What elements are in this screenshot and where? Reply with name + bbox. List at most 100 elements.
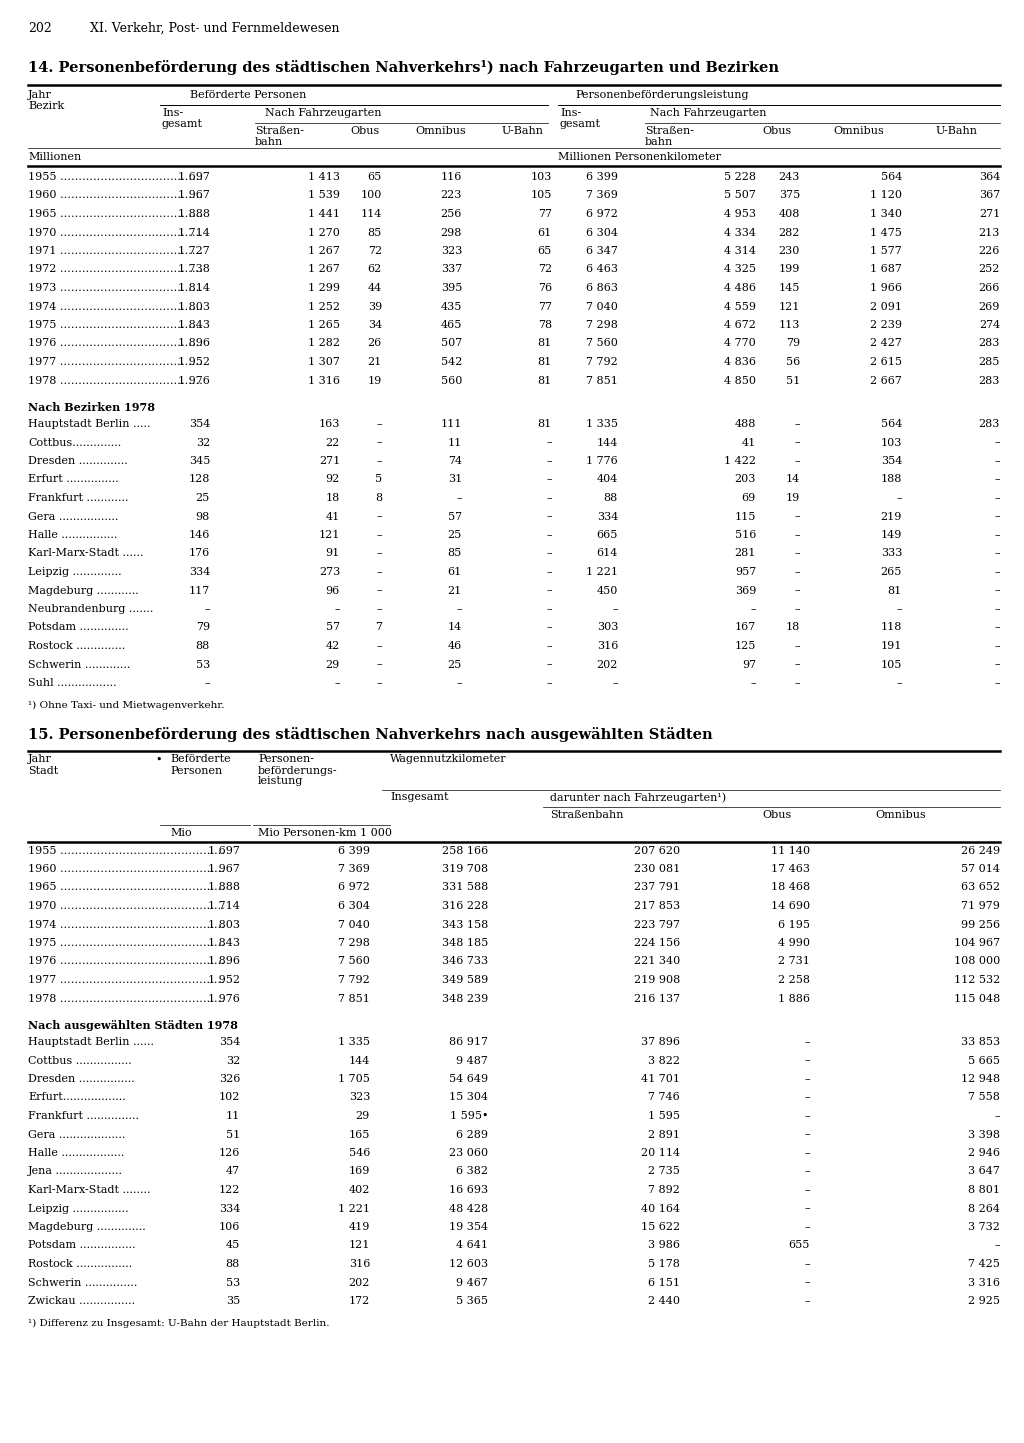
Text: 1975 ………………………………………: 1975 ……………………………………… [28, 938, 225, 948]
Text: gesamt: gesamt [560, 118, 601, 128]
Text: –: – [795, 418, 800, 429]
Text: 564: 564 [881, 172, 902, 182]
Text: 1 539: 1 539 [308, 190, 340, 201]
Text: 3 732: 3 732 [968, 1222, 1000, 1232]
Text: Personenbeförderungsleistung: Personenbeförderungsleistung [575, 89, 749, 100]
Text: 14 690: 14 690 [771, 900, 810, 911]
Text: –: – [377, 418, 382, 429]
Text: 1 221: 1 221 [338, 1203, 370, 1214]
Text: 51: 51 [785, 375, 800, 385]
Text: Zwickau ................: Zwickau ................ [28, 1296, 135, 1306]
Text: 4 836: 4 836 [724, 356, 756, 367]
Text: –: – [547, 678, 552, 688]
Text: –: – [805, 1055, 810, 1065]
Text: 419: 419 [348, 1222, 370, 1232]
Text: Omnibus: Omnibus [833, 126, 884, 136]
Text: 237 791: 237 791 [634, 883, 680, 893]
Text: 333: 333 [881, 548, 902, 558]
Text: Gera ...................: Gera ................... [28, 1130, 125, 1140]
Text: –: – [896, 605, 902, 615]
Text: 191: 191 [881, 641, 902, 651]
Text: 331 588: 331 588 [441, 883, 488, 893]
Text: –: – [547, 586, 552, 596]
Text: beförderungs-: beförderungs- [258, 765, 338, 775]
Text: 57: 57 [326, 622, 340, 632]
Text: 1 714: 1 714 [178, 228, 210, 238]
Text: 81: 81 [538, 356, 552, 367]
Text: Magdeburg ..............: Magdeburg .............. [28, 1222, 145, 1232]
Text: 323: 323 [348, 1092, 370, 1102]
Text: –: – [751, 605, 756, 615]
Text: Nach Fahrzeugarten: Nach Fahrzeugarten [650, 108, 767, 118]
Text: 1977 …………………………………: 1977 ………………………………… [28, 356, 203, 367]
Text: 1 265: 1 265 [308, 320, 340, 330]
Text: 337: 337 [440, 264, 462, 274]
Text: 1 776: 1 776 [587, 456, 618, 466]
Text: Personen: Personen [170, 765, 222, 775]
Text: 8 801: 8 801 [968, 1185, 1000, 1195]
Text: Erfurt ...............: Erfurt ............... [28, 475, 119, 485]
Text: 2 239: 2 239 [870, 320, 902, 330]
Text: 252: 252 [979, 264, 1000, 274]
Text: –: – [805, 1166, 810, 1176]
Text: 6 972: 6 972 [586, 209, 618, 219]
Text: 1955 …………………………………: 1955 ………………………………… [28, 172, 203, 182]
Text: 4 325: 4 325 [724, 264, 756, 274]
Text: 323: 323 [440, 245, 462, 255]
Text: 57 014: 57 014 [961, 864, 1000, 874]
Text: 126: 126 [219, 1149, 240, 1157]
Text: –: – [612, 678, 618, 688]
Text: 1 687: 1 687 [870, 264, 902, 274]
Text: 465: 465 [440, 320, 462, 330]
Text: leistung: leistung [258, 776, 303, 786]
Text: 6 399: 6 399 [338, 846, 370, 856]
Text: –: – [805, 1222, 810, 1232]
Text: 32: 32 [196, 437, 210, 447]
Text: –: – [805, 1258, 810, 1268]
Text: 202: 202 [28, 22, 52, 35]
Text: XI. Verkehr, Post- und Fernmeldewesen: XI. Verkehr, Post- und Fernmeldewesen [90, 22, 340, 35]
Text: 269: 269 [979, 302, 1000, 312]
Text: 85: 85 [368, 228, 382, 238]
Text: –: – [205, 605, 210, 615]
Text: Karl-Marx-Stadt ......: Karl-Marx-Stadt ...... [28, 548, 143, 558]
Text: 121: 121 [778, 302, 800, 312]
Text: 1971 …………………………………: 1971 ………………………………… [28, 245, 203, 255]
Text: 1970 ………………………………………: 1970 ……………………………………… [28, 900, 225, 911]
Text: –: – [751, 678, 756, 688]
Text: 39: 39 [368, 302, 382, 312]
Text: –: – [377, 530, 382, 540]
Text: Potsdam ................: Potsdam ................ [28, 1241, 135, 1251]
Text: 169: 169 [348, 1166, 370, 1176]
Text: 1960 …………………………………: 1960 ………………………………… [28, 190, 203, 201]
Text: 665: 665 [597, 530, 618, 540]
Text: 224 156: 224 156 [634, 938, 680, 948]
Text: Nach Bezirken 1978: Nach Bezirken 1978 [28, 403, 155, 413]
Text: 17 463: 17 463 [771, 864, 810, 874]
Text: 1 595: 1 595 [648, 1111, 680, 1121]
Text: 334: 334 [188, 567, 210, 577]
Text: 217 853: 217 853 [634, 900, 680, 911]
Text: 81: 81 [538, 339, 552, 349]
Text: 230 081: 230 081 [634, 864, 680, 874]
Text: 303: 303 [597, 622, 618, 632]
Text: 223: 223 [440, 190, 462, 201]
Text: •: • [155, 755, 162, 765]
Text: 402: 402 [348, 1185, 370, 1195]
Text: 29: 29 [326, 659, 340, 670]
Text: 19: 19 [368, 375, 382, 385]
Text: 655: 655 [788, 1241, 810, 1251]
Text: Leipzig ................: Leipzig ................ [28, 1203, 129, 1214]
Text: 6 382: 6 382 [456, 1166, 488, 1176]
Text: –: – [795, 586, 800, 596]
Text: 29: 29 [355, 1111, 370, 1121]
Text: 4 990: 4 990 [778, 938, 810, 948]
Text: –: – [795, 548, 800, 558]
Text: –: – [547, 456, 552, 466]
Text: –: – [547, 494, 552, 504]
Text: 1975 …………………………………: 1975 ………………………………… [28, 320, 203, 330]
Text: 4 641: 4 641 [456, 1241, 488, 1251]
Text: 348 239: 348 239 [441, 993, 488, 1003]
Text: 219 908: 219 908 [634, 975, 680, 986]
Text: 2 615: 2 615 [870, 356, 902, 367]
